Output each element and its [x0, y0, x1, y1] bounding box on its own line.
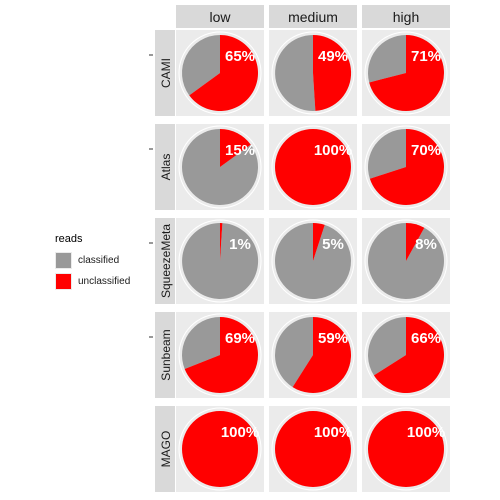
strip-row-Sunbeam [155, 312, 175, 398]
data-label-CAMI-low: 65% [225, 48, 255, 65]
data-label-SqueezeMeta-low: 1% [229, 236, 251, 253]
data-label-Sunbeam-low: 69% [225, 330, 255, 347]
panel-grid-circle [271, 125, 355, 209]
slice-unclassified-SqueezeMeta-medium [313, 223, 325, 261]
panel-grid-circle [364, 219, 448, 303]
slice-unclassified-SqueezeMeta-low [220, 222, 223, 261]
slice-classified-Atlas-low [182, 129, 259, 205]
panel-grid-circle [271, 313, 355, 397]
slice-classified-SqueezeMeta-medium [274, 222, 351, 299]
slice-classified-CAMI-low [181, 35, 220, 96]
panel-grid-circle [178, 125, 262, 209]
strip-row-label-SqueezeMeta: SqueezeMeta [159, 224, 173, 298]
slice-unclassified-CAMI-low [189, 35, 258, 111]
legend-title: reads [55, 233, 83, 245]
panel-grid-circle [364, 31, 448, 115]
legend-swatch-unclassified [56, 274, 71, 289]
legend-label-unclassified: unclassified [78, 276, 131, 287]
strip-row-label-Sunbeam: Sunbeam [159, 329, 173, 380]
slice-unclassified-Sunbeam-low [184, 316, 259, 393]
panel-grid-circle [271, 219, 355, 303]
slice-unclassified-MAGO-high [368, 411, 444, 487]
strip-col-low [176, 5, 264, 28]
strip-row-MAGO [155, 406, 175, 492]
data-label-Sunbeam-medium: 59% [318, 330, 348, 347]
slice-classified-CAMI-medium [275, 35, 316, 111]
strip-row-label-Atlas: Atlas [159, 154, 173, 181]
slice-classified-CAMI-high [367, 35, 406, 83]
strip-col-label-medium: medium [288, 9, 338, 25]
slice-unclassified-CAMI-medium [313, 34, 352, 111]
slice-unclassified-MAGO-low [182, 411, 258, 487]
data-label-MAGO-high: 100% [407, 424, 445, 441]
panel-grid-circle [364, 313, 448, 397]
strip-col-high [362, 5, 450, 28]
slice-unclassified-Atlas-medium [275, 129, 351, 205]
data-label-MAGO-medium: 100% [314, 424, 352, 441]
strip-row-SqueezeMeta [155, 218, 175, 304]
strip-col-label-high: high [393, 9, 419, 25]
data-label-CAMI-medium: 49% [318, 48, 348, 65]
data-label-SqueezeMeta-medium: 5% [322, 236, 344, 253]
strip-col-medium [269, 5, 357, 28]
slice-unclassified-Sunbeam-medium [292, 317, 352, 393]
slice-classified-Sunbeam-high [368, 317, 406, 376]
slice-classified-Sunbeam-low [182, 317, 220, 369]
slice-unclassified-CAMI-high [369, 35, 444, 112]
data-label-Sunbeam-high: 66% [411, 330, 441, 347]
legend-item-classified: classified [55, 251, 130, 270]
legend-label-classified: classified [78, 255, 120, 266]
panel-grid-circle [364, 407, 448, 491]
strip-row-CAMI [155, 30, 175, 116]
data-label-Atlas-medium: 100% [314, 142, 352, 159]
slice-unclassified-Sunbeam-high [373, 317, 445, 393]
slice-classified-Atlas-high [368, 129, 406, 179]
strip-row-label-CAMI: CAMI [159, 58, 173, 88]
panel-grid-circle [364, 125, 448, 209]
panel-grid-circle [271, 407, 355, 491]
strip-col-label-low: low [209, 9, 231, 25]
panel-grid-circle [178, 407, 262, 491]
slice-classified-Sunbeam-medium [275, 317, 313, 388]
data-label-MAGO-low: 100% [221, 424, 259, 441]
strip-row-Atlas [155, 124, 175, 210]
panel-grid-circle [178, 219, 262, 303]
legend-swatch-classified [56, 253, 71, 268]
data-label-Atlas-low: 15% [225, 142, 255, 159]
panel-grid-circle [271, 31, 355, 115]
slice-unclassified-MAGO-medium [275, 411, 351, 487]
legend: reads classified unclassified [55, 233, 130, 293]
strip-row-label-MAGO: MAGO [159, 431, 173, 468]
slice-unclassified-SqueezeMeta-high [406, 223, 425, 261]
slice-classified-SqueezeMeta-low [182, 223, 259, 299]
slice-unclassified-Atlas-low [220, 129, 251, 167]
slice-unclassified-Atlas-high [369, 129, 445, 205]
data-label-SqueezeMeta-high: 8% [415, 236, 437, 253]
data-label-CAMI-high: 71% [411, 48, 441, 65]
slice-classified-SqueezeMeta-high [368, 223, 445, 299]
data-label-Atlas-high: 70% [411, 142, 441, 159]
panel-grid-circle [178, 313, 262, 397]
panel-grid-circle [178, 31, 262, 115]
legend-item-unclassified: unclassified [55, 272, 130, 291]
